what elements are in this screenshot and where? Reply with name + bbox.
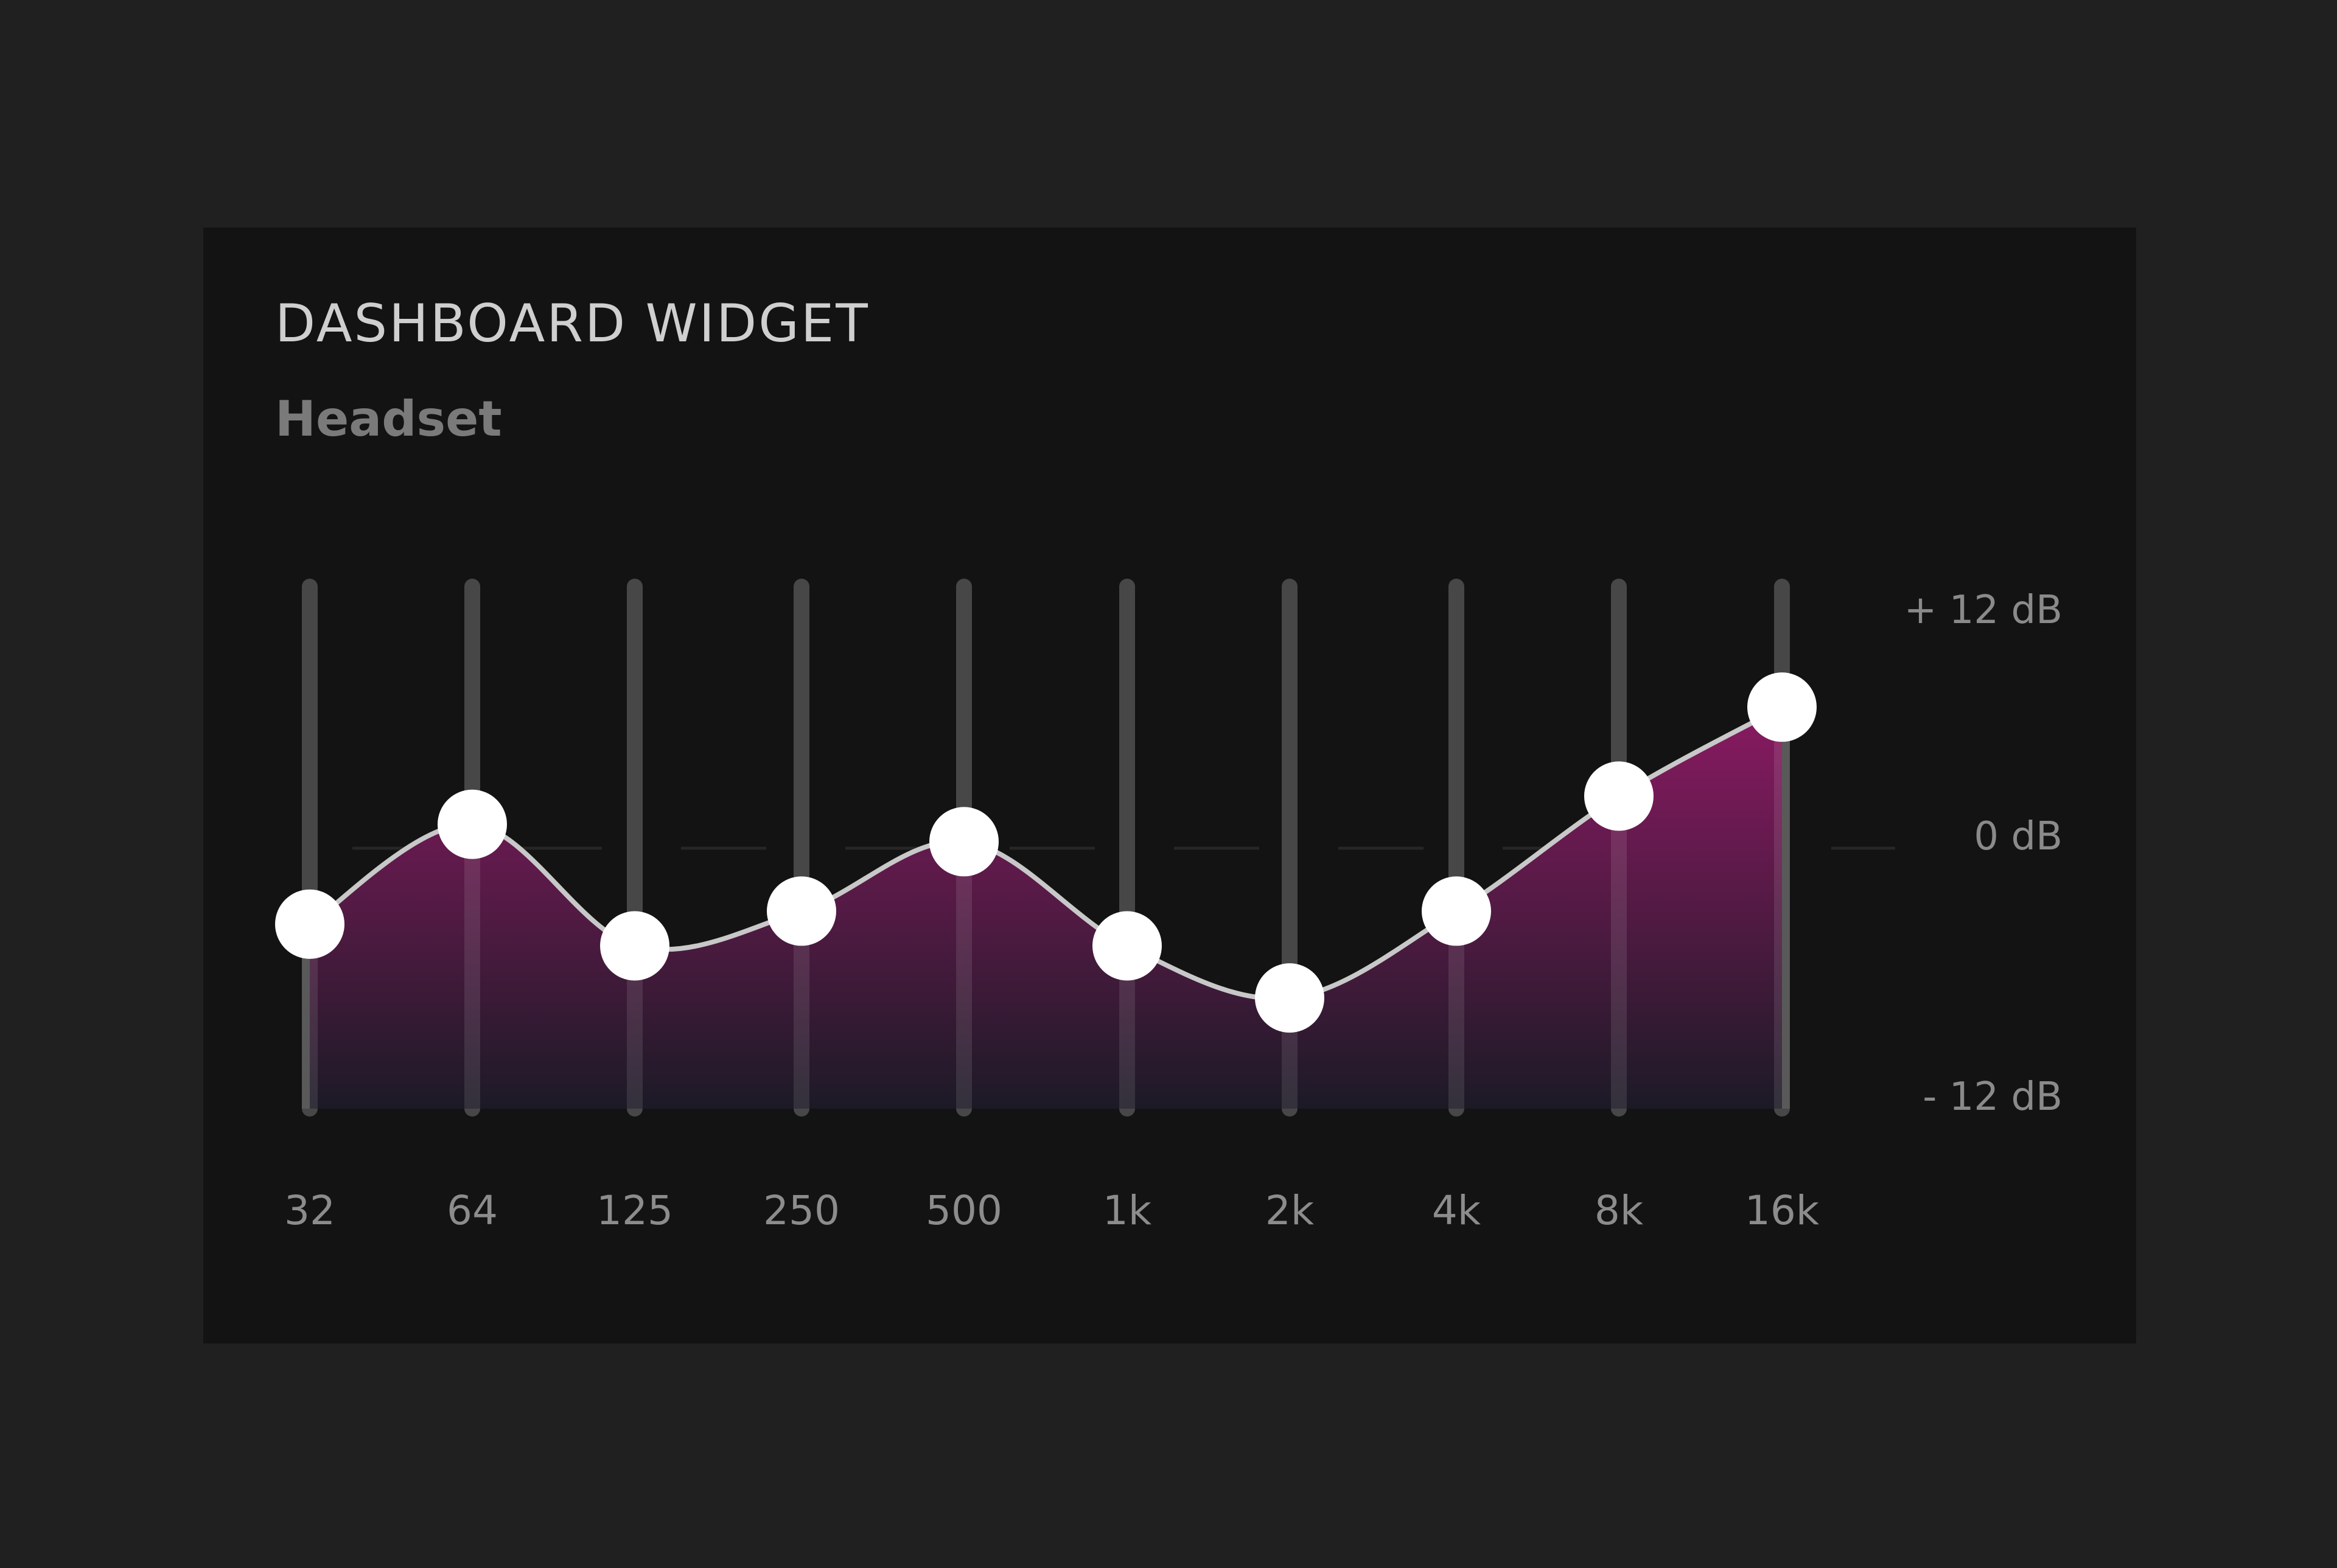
freq-label-16k: 16k bbox=[1745, 1187, 1820, 1234]
widget-subtitle: Headset bbox=[275, 391, 502, 447]
slider-handle-32[interactable] bbox=[275, 889, 344, 959]
slider-handles[interactable] bbox=[275, 672, 1817, 1033]
freq-label-32: 32 bbox=[284, 1187, 335, 1234]
dashboard-widget: DASHBOARD WIDGET Headset 32 64 125 250 500 1k… bbox=[203, 228, 2136, 1343]
slider-handle-64[interactable] bbox=[438, 789, 507, 859]
widget-title: DASHBOARD WIDGET bbox=[275, 293, 870, 354]
slider-handle-16k[interactable] bbox=[1747, 672, 1817, 742]
slider-handle-4k[interactable] bbox=[1422, 876, 1491, 946]
freq-label-8k: 8k bbox=[1595, 1187, 1644, 1234]
db-label-zero: 0 dB bbox=[1974, 814, 2063, 859]
freq-label-250: 250 bbox=[763, 1187, 840, 1234]
slider-handle-1k[interactable] bbox=[1092, 911, 1162, 981]
eq-curve-area bbox=[310, 707, 1782, 1109]
db-label-min: - 12 dB bbox=[1923, 1075, 2063, 1120]
slider-handle-125[interactable] bbox=[600, 911, 669, 981]
freq-label-4k: 4k bbox=[1432, 1187, 1481, 1234]
equalizer-chart: 32 64 125 250 500 1k 2k 4k 8k 16k + 12 dB 0 dB - … bbox=[275, 579, 2063, 1234]
freq-label-1k: 1k bbox=[1103, 1187, 1152, 1234]
freq-label-125: 125 bbox=[596, 1187, 673, 1234]
freq-label-2k: 2k bbox=[1265, 1187, 1315, 1234]
slider-handle-8k[interactable] bbox=[1584, 761, 1654, 831]
freq-label-500: 500 bbox=[926, 1187, 1002, 1234]
slider-handle-2k[interactable] bbox=[1255, 963, 1324, 1033]
slider-handle-250[interactable] bbox=[767, 876, 836, 946]
db-label-max: + 12 dB bbox=[1904, 588, 2063, 633]
frequency-labels: 32 64 125 250 500 1k 2k 4k 8k 16k bbox=[284, 1187, 1820, 1234]
eq-curve-line bbox=[308, 705, 1783, 1002]
freq-label-64: 64 bbox=[447, 1187, 498, 1234]
slider-handle-500[interactable] bbox=[929, 807, 999, 877]
